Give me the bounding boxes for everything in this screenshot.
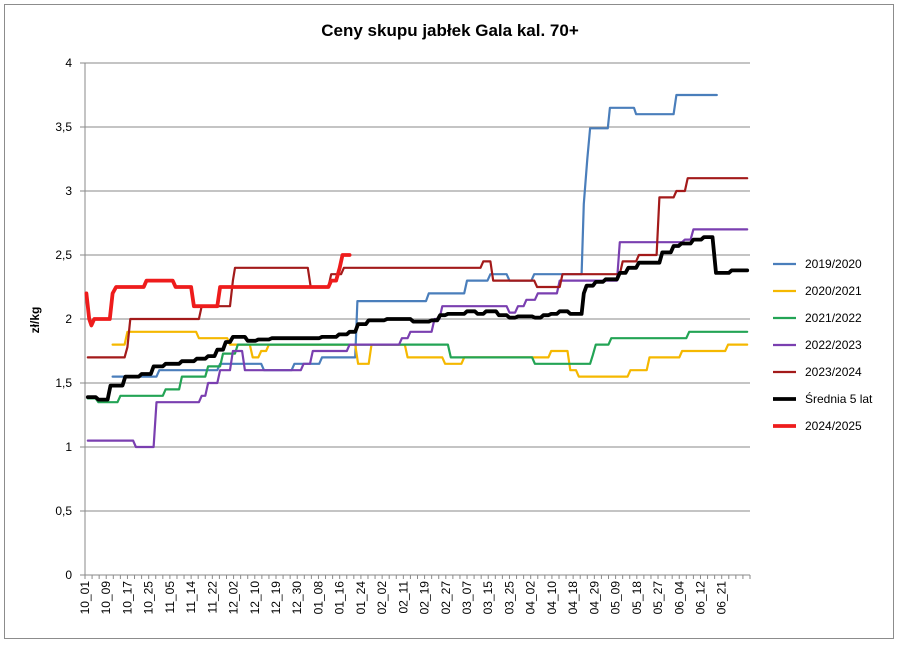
x-tick-label: 05_09 [609,581,623,615]
x-tick-label: 05_27 [651,581,665,615]
x-tick-label: 02_02 [375,581,389,615]
axes [80,62,751,579]
chart-frame [4,4,894,639]
legend-label: Średnia 5 lat [805,391,873,406]
grid-lines [85,62,750,512]
legend-label: 2023/2024 [805,365,862,379]
series-line [84,253,352,328]
legend: 2019/2020 2020/2021 2021/2022 2022/2023 2023… [773,257,873,433]
legend-label: 2020/2021 [805,284,862,298]
legend-label: 2021/2022 [805,311,862,325]
series-line [85,235,750,402]
x-tick-label: 11_14 [184,581,198,614]
x-tick-label: 12_30 [290,581,304,615]
x-tick-label: 12_10 [248,581,262,615]
y-axis-label: zł/kg [28,307,42,334]
x-tick-label: 11_22 [205,581,219,614]
legend-label: 2024/2025 [805,419,862,433]
x-tick-label: 06_12 [693,581,707,615]
series-line [86,177,749,359]
y-tick-label: 3,5 [55,120,72,134]
legend-label: 2022/2023 [805,338,862,352]
series-line [111,93,718,378]
y-tick-label: 1 [65,440,72,454]
y-tick-label: 4 [65,56,72,70]
x-tick-label: 03_15 [481,581,495,615]
x-tick-label: 02_19 [418,581,432,615]
x-tick-label: 03_25 [502,581,516,615]
x-tick-label: 05_18 [630,581,644,615]
x-tick-label: 01_08 [311,581,325,615]
y-tick-label: 0 [65,568,72,582]
x-tick-label: 01_24 [354,581,368,615]
series-lines [84,93,750,449]
y-tick-label: 0,5 [55,504,72,518]
series-line [111,330,749,378]
x-tick-label: 01_16 [333,581,347,615]
x-tick-labels: 10_01 10_09 10_17 10_25 11_05 11_14 11_22 12_02… [78,581,729,615]
x-tick-label: 04_18 [566,581,580,615]
x-tick-label: 12_19 [269,581,283,615]
x-tick-label: 04_29 [587,581,601,615]
series-line [86,228,749,449]
x-tick-label: 02_11 [396,581,410,614]
x-tick-label: 04_02 [524,581,538,615]
series-line [86,330,749,404]
x-tick-label: 03_07 [460,581,474,615]
x-tick-label: 10_01 [78,581,92,615]
y-tick-label: 2 [65,312,72,326]
x-tick-label: 06_04 [672,581,686,615]
x-tick-label: 11_05 [163,581,177,614]
x-tick-label: 10_17 [120,581,134,615]
chart-title: Ceny skupu jabłek Gala kal. 70+ [321,21,579,40]
y-tick-label: 1,5 [55,376,72,390]
y-tick-label: 3 [65,184,72,198]
y-tick-labels: 0 0,5 1 1,5 2 2,5 3 3,5 4 [55,56,72,582]
x-tick-label: 04_10 [545,581,559,615]
x-tick-label: 06_21 [715,581,729,615]
legend-label: 2019/2020 [805,257,862,271]
x-tick-label: 10_25 [142,581,156,615]
x-tick-label: 02_27 [439,581,453,615]
y-tick-label: 2,5 [55,248,72,262]
x-tick-label: 12_02 [227,581,241,615]
x-tick-label: 10_09 [99,581,113,615]
